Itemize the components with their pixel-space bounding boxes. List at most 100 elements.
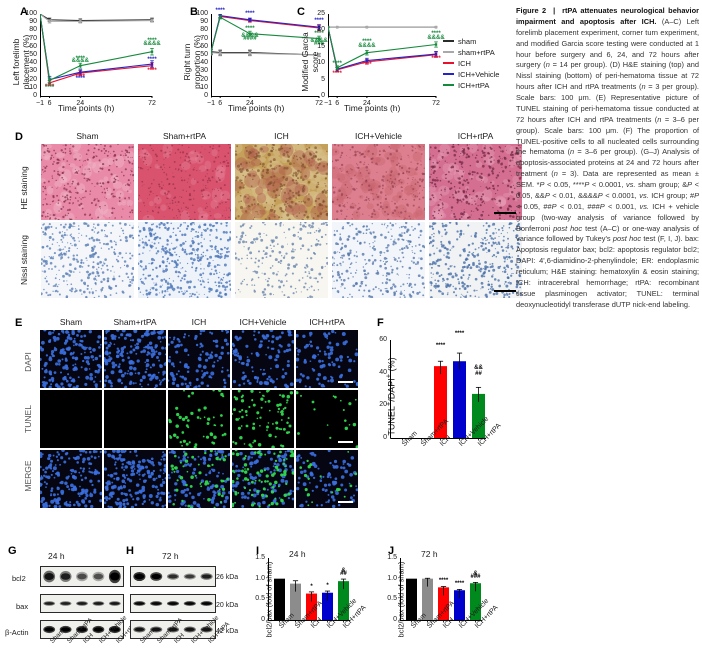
x-tick-label: 72 <box>145 100 159 107</box>
kda-label-26: 26 kDa <box>216 574 238 581</box>
x-tick-label: 6 <box>330 100 344 107</box>
caption-segment: < 0.001, <box>605 202 640 211</box>
y-tick-label: 10 <box>306 59 325 66</box>
y-tick-label: 90 <box>189 18 208 25</box>
bar-category-label: ICH <box>439 443 444 448</box>
blot-lane-label: Sham+rtPA <box>66 640 71 645</box>
y-tick-label: 100 <box>18 10 37 17</box>
panel-letter-c: C <box>297 6 305 18</box>
bar-category-label: Sham <box>278 625 283 630</box>
blot-lane-label: Sham <box>49 640 54 645</box>
x-tick-label: 6 <box>43 100 57 107</box>
bar-category-label: Sham+rtPA <box>294 625 299 630</box>
y-tick-label: 15 <box>306 43 325 50</box>
significance-marker: **** <box>356 62 378 68</box>
panel-e-row-label-merge: MERGE <box>23 451 33 501</box>
nissl-staining-image <box>332 222 425 298</box>
dapi-image <box>40 330 102 388</box>
legend-item-ich-rtpa: ICH+rtPA <box>443 80 499 90</box>
western-blot-band-row <box>40 566 124 587</box>
significance-marker: &&&& <box>141 41 163 47</box>
significance-marker: **** <box>326 61 348 67</box>
blot-lane-label: ICH <box>173 640 178 645</box>
significance-marker: ### <box>465 574 487 580</box>
panel-d-row-label-nissl: Nissl staining <box>19 225 29 295</box>
panel-letter-e: E <box>15 317 22 329</box>
legend-label: ICH <box>458 59 471 68</box>
significance-marker: ## <box>333 571 355 577</box>
y-tick-label: 50 <box>189 51 208 58</box>
significance-marker: #### <box>239 36 261 42</box>
bar-category-label: ICH+Vehicle <box>458 625 463 630</box>
blot-lane-label: Sham+rtPA <box>156 640 161 645</box>
blot-label-bactin: β-Actin <box>5 628 29 637</box>
legend-label: sham <box>458 37 476 46</box>
legend-label: ICH+rtPA <box>458 81 489 90</box>
caption-segment: test (F, I, J). bax: Apoptosis regulator… <box>516 234 699 308</box>
blot-lane-label: ICH+rtPA <box>207 640 212 645</box>
y-tick-label: 5 <box>306 76 325 83</box>
nissl-staining-image <box>429 222 522 298</box>
caption-segment: < 0.0001, <box>603 191 640 200</box>
dapi-image <box>296 330 358 388</box>
panel-d-col-header: ICH+rtPA <box>429 131 522 141</box>
panel-f-plot: 0 20 40 60 ShamSham+rtPAICH ICH+VehicleICH+rt… <box>390 340 490 442</box>
significance-marker: **** <box>209 8 231 14</box>
y-tick-label: 40 <box>189 59 208 66</box>
panel-d-col-header: ICH+Vehicle <box>332 131 425 141</box>
y-tick-label: 30 <box>18 67 37 74</box>
he-staining-image <box>41 144 134 220</box>
merge-image <box>168 450 230 508</box>
bar-category-label: ICH+rtPA <box>474 625 479 630</box>
bar-category-label: Sham <box>410 625 415 630</box>
caption-segment: < 0.01, &&&& <box>550 191 598 200</box>
y-tick-label: 0 <box>189 92 208 99</box>
y-tick-label: 20 <box>18 76 37 83</box>
significance-marker: * <box>317 583 339 589</box>
legend-item-sham: sham <box>443 36 499 46</box>
panel-letter-f: F <box>377 317 384 329</box>
y-tick-label: 60 <box>189 43 208 50</box>
blot-lane-label: ICH+Vehicle <box>98 640 103 645</box>
y-tick-label: 1.0 <box>247 575 265 582</box>
significance-marker: **** <box>449 581 471 587</box>
panel-e-row-label-tunel: TUNEL <box>23 396 33 442</box>
blot-label-bcl2: bcl2 <box>12 574 26 583</box>
y-tick-label: 1.5 <box>379 554 397 561</box>
caption-segment: ICH group; # <box>649 191 694 200</box>
merge-image <box>232 450 294 508</box>
bar-category-label: Sham+rtPA <box>426 625 431 630</box>
y-tick-label: 60 <box>369 336 387 343</box>
y-tick-label: 0 <box>247 616 265 623</box>
x-tick-label: 6 <box>213 100 227 107</box>
y-tick-label: 60 <box>18 43 37 50</box>
panel-c-xlabel: Time points (h) <box>344 103 400 113</box>
merge-image <box>296 450 358 508</box>
scale-bar <box>338 441 353 443</box>
western-blot-band-row <box>130 566 216 587</box>
panel-d-col-header: Sham+rtPA <box>138 131 231 141</box>
blot-lane-label: ICH+rtPA <box>115 640 120 645</box>
panel-a-xlabel: Time points (h) <box>58 103 114 113</box>
y-tick-label: 50 <box>18 51 37 58</box>
panel-e-col-header: Sham+rtPA <box>104 317 166 327</box>
significance-marker: **** <box>141 68 163 74</box>
figure-caption: Figure 2 | rtPA attenuates neurological … <box>516 6 699 311</box>
y-tick-label: 20 <box>189 76 208 83</box>
bar-category-label: ICH+rtPA <box>342 625 347 630</box>
significance-marker: **** <box>239 26 261 32</box>
significance-marker: **** <box>430 343 452 349</box>
y-tick-label: 0 <box>18 92 37 99</box>
y-tick-label: 20 <box>306 26 325 33</box>
y-tick-label: 1.0 <box>379 575 397 582</box>
panel-h-title: 72 h <box>162 551 179 561</box>
blot-lane-label: Sham <box>139 640 144 645</box>
y-tick-label: 70 <box>189 35 208 42</box>
caption-segment: P <box>694 191 699 200</box>
legend-item-ich: ICH <box>443 58 499 68</box>
y-tick-label: 70 <box>18 35 37 42</box>
kda-label-20: 20 kDa <box>216 602 238 609</box>
y-tick-label: 30 <box>189 67 208 74</box>
nissl-staining-image <box>235 222 328 298</box>
y-tick-label: 40 <box>18 59 37 66</box>
